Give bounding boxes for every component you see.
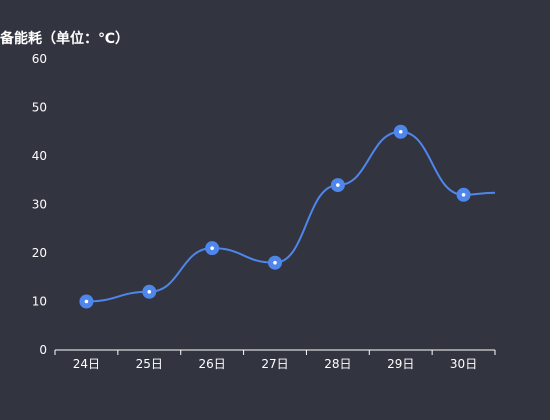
- y-tick-label: 40: [32, 149, 47, 163]
- y-tick-label: 20: [32, 246, 47, 260]
- y-tick-label: 50: [32, 101, 47, 115]
- y-tick-label: 0: [39, 343, 47, 357]
- x-tick-label: 25日: [136, 357, 163, 371]
- data-point-center: [398, 129, 403, 134]
- series-layer: [79, 124, 496, 309]
- series-line: [86, 130, 496, 303]
- data-point-center: [147, 290, 152, 294]
- data-point-center: [461, 193, 466, 197]
- y-axis-title: 备能耗（单位：℃）: [0, 30, 129, 47]
- data-point-center: [210, 246, 214, 250]
- x-tick-label: 28日: [324, 357, 351, 371]
- x-axis: 24日 25日 26日 27日 28日 29日 30日: [54, 349, 496, 371]
- y-tick-label: 30: [32, 198, 47, 212]
- x-tick-label: 24日: [73, 357, 100, 371]
- data-point-center: [273, 260, 277, 265]
- y-tick-label: 10: [32, 295, 47, 309]
- x-tick-label: 26日: [199, 357, 226, 371]
- x-tick-label: 29日: [387, 357, 414, 371]
- data-point-center: [336, 183, 340, 187]
- y-tick-label: 60: [32, 52, 47, 66]
- x-tick-label: 30日: [450, 357, 477, 371]
- y-axis-ticks: 0 10 20 30 40 50 60: [32, 52, 47, 357]
- x-tick-label: 27日: [261, 357, 288, 371]
- data-point-center: [84, 299, 89, 304]
